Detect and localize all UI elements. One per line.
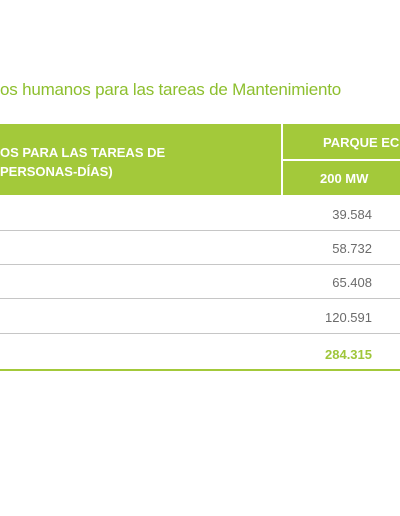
- header-description: OS PARA LAS TAREAS DE PERSONAS-DÍAS): [0, 124, 280, 195]
- header-group-label: PARQUE EC: [323, 135, 400, 150]
- row-separator: [0, 333, 400, 334]
- row-separator: [0, 298, 400, 299]
- table-row: 58.732: [0, 231, 400, 265]
- row-value: 120.591: [325, 310, 372, 325]
- header-divider-vertical: [281, 124, 283, 195]
- row-value: 58.732: [332, 241, 372, 256]
- row-separator: [0, 230, 400, 231]
- table-caption: os humanos para las tareas de Mantenimie…: [0, 80, 342, 99]
- header-group-parque: PARQUE EC: [283, 124, 400, 160]
- header-divider-horizontal: [283, 159, 400, 161]
- row-separator: [0, 264, 400, 265]
- table-header: OS PARA LAS TAREAS DE PERSONAS-DÍAS) PAR…: [0, 124, 400, 195]
- header-sub-200mw: 200 MW: [283, 161, 400, 195]
- table-row: 120.591: [0, 300, 400, 334]
- row-value: 39.584: [332, 207, 372, 222]
- table-total-row: 284.315: [0, 337, 400, 371]
- header-description-line1: OS PARA LAS TAREAS DE: [0, 145, 166, 160]
- header-sub-label: 200 MW: [320, 171, 369, 186]
- table-row: 65.408: [0, 265, 400, 299]
- header-description-line2: PERSONAS-DÍAS): [0, 164, 113, 179]
- row-value: 65.408: [332, 275, 372, 290]
- total-separator: [0, 369, 400, 371]
- table-row: 39.584: [0, 197, 400, 231]
- total-value: 284.315: [325, 347, 372, 362]
